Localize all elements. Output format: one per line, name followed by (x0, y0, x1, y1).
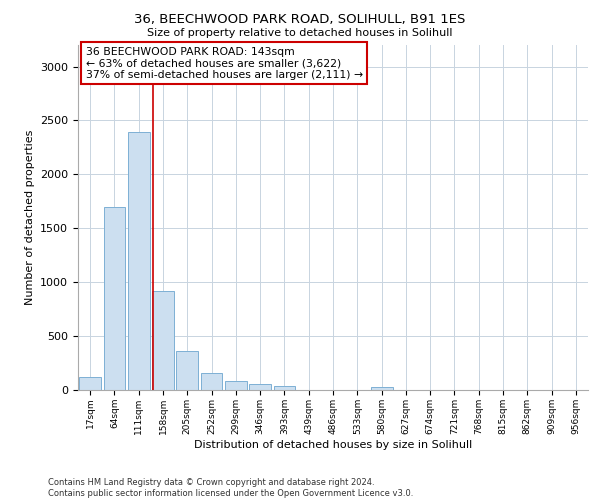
Text: Size of property relative to detached houses in Solihull: Size of property relative to detached ho… (147, 28, 453, 38)
Bar (274, 386, 295, 390)
Text: 36 BEECHWOOD PARK ROAD: 143sqm
← 63% of detached houses are smaller (3,622)
37% : 36 BEECHWOOD PARK ROAD: 143sqm ← 63% of … (86, 46, 363, 80)
Bar (104, 206, 125, 390)
X-axis label: Distribution of detached houses by size in Solihull: Distribution of detached houses by size … (194, 440, 472, 450)
Text: Contains HM Land Registry data © Crown copyright and database right 2024.
Contai: Contains HM Land Registry data © Crown c… (48, 478, 413, 498)
Y-axis label: Number of detached properties: Number of detached properties (25, 130, 35, 305)
Bar (200, 374, 223, 390)
Bar (79, 377, 101, 390)
Bar (152, 291, 174, 390)
Bar (249, 384, 271, 390)
Bar (128, 132, 149, 390)
Text: 36, BEECHWOOD PARK ROAD, SOLIHULL, B91 1ES: 36, BEECHWOOD PARK ROAD, SOLIHULL, B91 1… (134, 12, 466, 26)
Bar (371, 387, 392, 390)
Bar (225, 382, 247, 390)
Bar (176, 351, 198, 390)
